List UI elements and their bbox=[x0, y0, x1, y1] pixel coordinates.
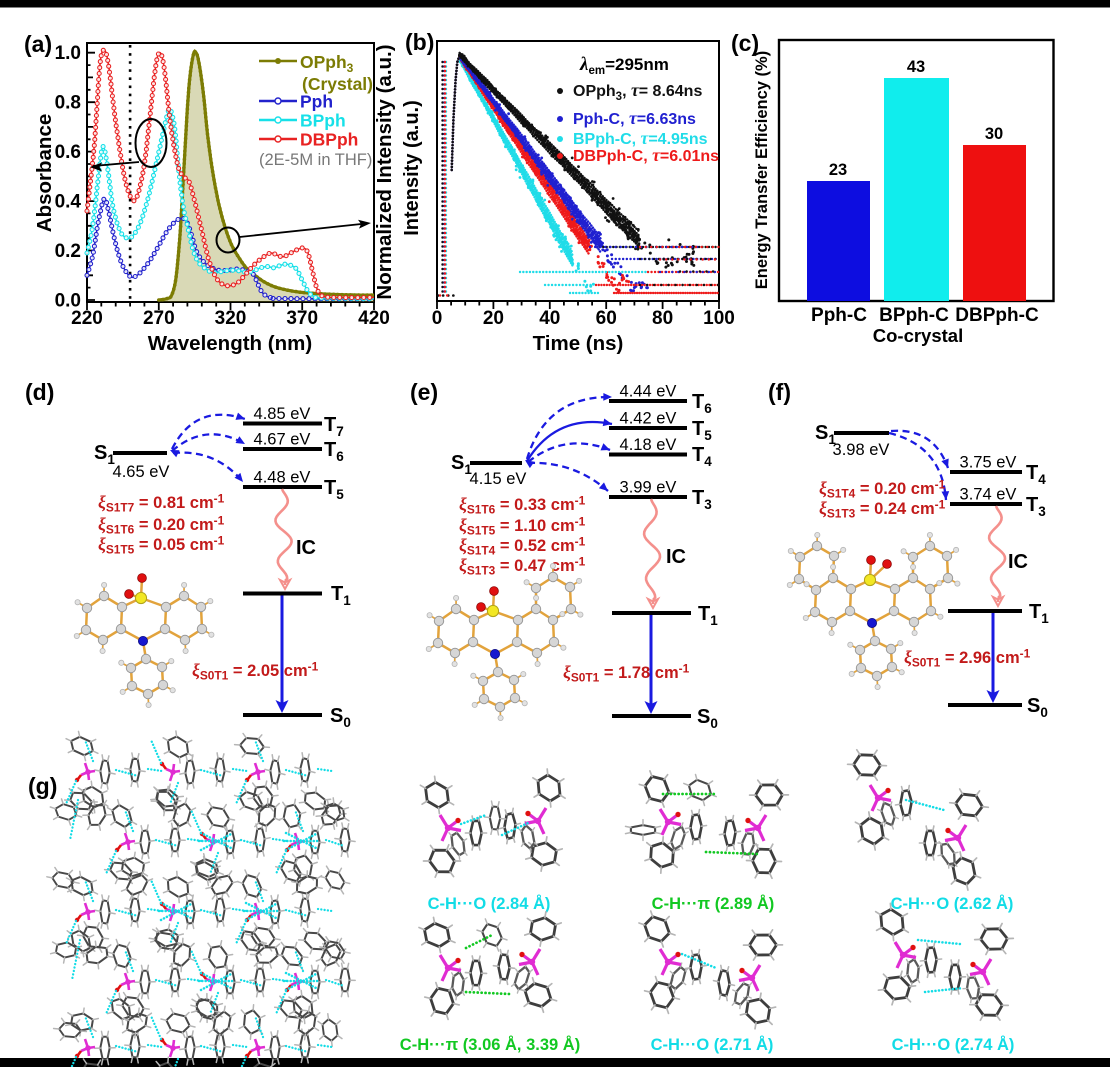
svg-text:Pph-C, τ=6.63ns: Pph-C, τ=6.63ns bbox=[573, 108, 696, 128]
svg-text:4.15 eV: 4.15 eV bbox=[470, 470, 527, 488]
svg-text:ξS1T4 = 0.20 cm-1: ξS1T4 = 0.20 cm-1 bbox=[819, 478, 946, 501]
svg-text:23: 23 bbox=[829, 161, 847, 179]
svg-text:Intensity (a.u.): Intensity (a.u.) bbox=[401, 100, 423, 236]
svg-text:ξS1T5 = 0.05 cm-1: ξS1T5 = 0.05 cm-1 bbox=[98, 534, 225, 557]
svg-text:DBPph: DBPph bbox=[300, 130, 358, 150]
svg-text:ξS1T3 = 0.24 cm-1: ξS1T3 = 0.24 cm-1 bbox=[819, 498, 946, 521]
svg-text:4.67 eV: 4.67 eV bbox=[254, 431, 311, 449]
svg-text:Pph: Pph bbox=[300, 92, 333, 112]
svg-text:3.99 eV: 3.99 eV bbox=[620, 479, 677, 497]
svg-text:0.6: 0.6 bbox=[55, 142, 81, 163]
svg-text:(Crystal): (Crystal) bbox=[302, 74, 373, 94]
svg-text:(2E-5M in THF): (2E-5M in THF) bbox=[259, 151, 372, 169]
svg-text:ξS1T4 = 0.52 cm-1: ξS1T4 = 0.52 cm-1 bbox=[459, 535, 586, 558]
svg-text:0.2: 0.2 bbox=[55, 241, 81, 262]
svg-text:Absorbance: Absorbance bbox=[33, 114, 56, 232]
svg-text:60: 60 bbox=[596, 308, 617, 329]
svg-text:ξS0T1 = 2.96 cm-1: ξS0T1 = 2.96 cm-1 bbox=[904, 647, 1031, 670]
svg-text:C-H···π (3.06 Å, 3.39 Å): C-H···π (3.06 Å, 3.39 Å) bbox=[400, 1035, 580, 1054]
svg-text:DBPph-C: DBPph-C bbox=[955, 305, 1039, 326]
svg-text:(c): (c) bbox=[731, 30, 759, 56]
svg-text:3.75 eV: 3.75 eV bbox=[960, 454, 1017, 472]
svg-text:270: 270 bbox=[143, 308, 175, 329]
svg-text:OPph3, τ= 8.64ns: OPph3, τ= 8.64ns bbox=[573, 80, 702, 103]
svg-text:Wavelength (nm): Wavelength (nm) bbox=[148, 332, 312, 355]
svg-text:ξS0T1 = 1.78 cm-1: ξS0T1 = 1.78 cm-1 bbox=[563, 662, 690, 685]
svg-text:80: 80 bbox=[652, 308, 673, 329]
svg-text:Co-crystal: Co-crystal bbox=[873, 325, 963, 346]
svg-text:ξS1T5 = 1.10 cm-1: ξS1T5 = 1.10 cm-1 bbox=[459, 515, 586, 538]
svg-text:43: 43 bbox=[907, 58, 925, 76]
svg-text:0: 0 bbox=[432, 308, 443, 329]
svg-text:Pph-C: Pph-C bbox=[811, 305, 867, 326]
svg-text:BPph: BPph bbox=[300, 111, 346, 131]
svg-text:0.0: 0.0 bbox=[55, 291, 81, 312]
svg-text:(b): (b) bbox=[405, 29, 434, 55]
svg-text:C-H···O (2.84 Å): C-H···O (2.84 Å) bbox=[428, 894, 551, 913]
svg-text:C-H···O (2.62 Å): C-H···O (2.62 Å) bbox=[891, 894, 1014, 913]
svg-text:(e): (e) bbox=[410, 379, 438, 405]
svg-text:IC: IC bbox=[296, 537, 316, 559]
svg-text:3.98 eV: 3.98 eV bbox=[833, 441, 890, 459]
svg-text:DBPph-C, τ=6.01ns: DBPph-C, τ=6.01ns bbox=[573, 145, 719, 165]
svg-text:0.8: 0.8 bbox=[55, 93, 81, 114]
svg-text:OPph3: OPph3 bbox=[300, 52, 354, 75]
svg-text:ξS1T6 = 0.33 cm-1: ξS1T6 = 0.33 cm-1 bbox=[459, 494, 586, 517]
svg-text:20: 20 bbox=[483, 308, 504, 329]
svg-text:320: 320 bbox=[215, 308, 247, 329]
svg-text:(a): (a) bbox=[24, 31, 52, 57]
svg-text:ξS1T6 = 0.20 cm-1: ξS1T6 = 0.20 cm-1 bbox=[98, 514, 225, 537]
svg-text:Energy Transfer Efficiency (%): Energy Transfer Efficiency (%) bbox=[753, 51, 771, 289]
svg-text:C-H···O (2.71 Å): C-H···O (2.71 Å) bbox=[651, 1035, 774, 1054]
svg-text:C-H···O (2.74 Å): C-H···O (2.74 Å) bbox=[892, 1035, 1015, 1054]
svg-text:BPph-C, τ=4.95ns: BPph-C, τ=4.95ns bbox=[573, 128, 708, 148]
svg-text:IC: IC bbox=[1008, 551, 1028, 573]
svg-text:(f): (f) bbox=[768, 379, 791, 405]
svg-text:ξS1T3 = 0.47 cm-1: ξS1T3 = 0.47 cm-1 bbox=[459, 555, 586, 578]
svg-text:Time (ns): Time (ns) bbox=[533, 332, 624, 355]
svg-text:IC: IC bbox=[666, 546, 686, 568]
svg-text:ξS0T1 = 2.05 cm-1: ξS0T1 = 2.05 cm-1 bbox=[192, 660, 319, 683]
svg-text:4.65 eV: 4.65 eV bbox=[113, 463, 170, 481]
svg-text:220: 220 bbox=[71, 308, 103, 329]
svg-text:ξS1T7 = 0.81 cm-1: ξS1T7 = 0.81 cm-1 bbox=[98, 492, 225, 515]
svg-text:30: 30 bbox=[985, 125, 1003, 143]
svg-text:0.4: 0.4 bbox=[55, 192, 82, 213]
svg-text:C-H···π (2.89 Å): C-H···π (2.89 Å) bbox=[652, 894, 775, 913]
svg-text:40: 40 bbox=[539, 308, 560, 329]
svg-text:4.48 eV: 4.48 eV bbox=[254, 469, 311, 487]
svg-text:4.42 eV: 4.42 eV bbox=[620, 410, 677, 428]
svg-text:420: 420 bbox=[358, 308, 390, 329]
svg-text:4.85 eV: 4.85 eV bbox=[254, 405, 311, 423]
svg-text:100: 100 bbox=[703, 308, 735, 329]
svg-text:4.18 eV: 4.18 eV bbox=[620, 436, 677, 454]
svg-text:3.74 eV: 3.74 eV bbox=[960, 486, 1017, 504]
svg-text:(g): (g) bbox=[28, 773, 57, 799]
svg-text:4.44 eV: 4.44 eV bbox=[620, 383, 677, 401]
svg-text:Normalized Intensity (a.u.): Normalized Intensity (a.u.) bbox=[373, 44, 396, 299]
svg-text:1.0: 1.0 bbox=[55, 43, 81, 64]
svg-text:(d): (d) bbox=[25, 379, 54, 405]
svg-text:BPph-C: BPph-C bbox=[879, 305, 949, 326]
svg-text:λem=295nm: λem=295nm bbox=[579, 54, 669, 77]
svg-text:370: 370 bbox=[286, 308, 318, 329]
